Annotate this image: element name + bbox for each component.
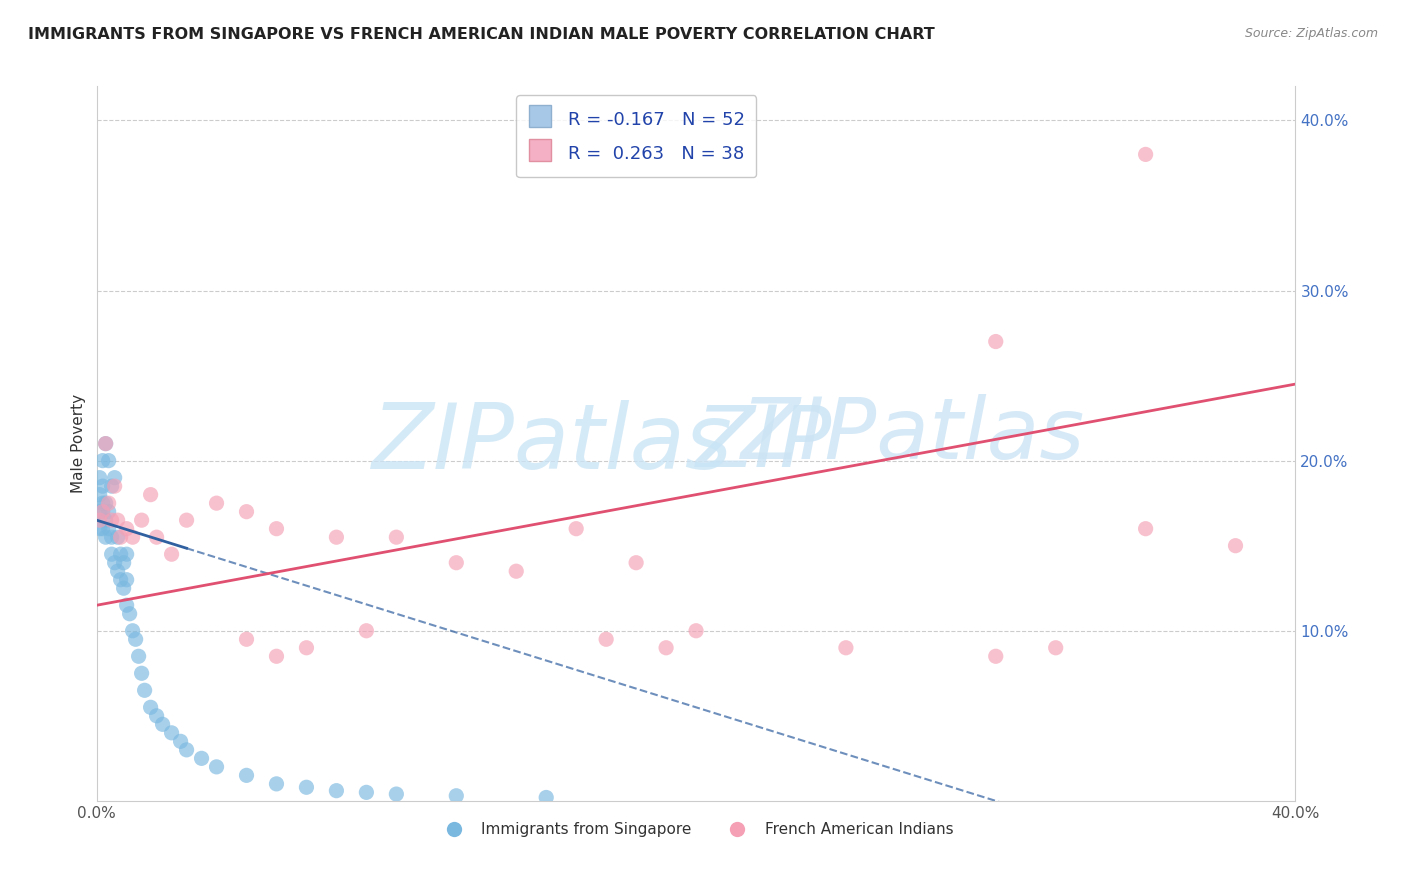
Point <box>295 640 318 655</box>
Point <box>176 513 198 527</box>
Point <box>134 683 156 698</box>
Point <box>97 496 120 510</box>
Point <box>94 530 117 544</box>
Point <box>94 436 117 450</box>
Point <box>124 632 146 647</box>
Point <box>139 700 162 714</box>
Point <box>115 547 138 561</box>
Point <box>91 496 114 510</box>
Legend: Immigrants from Singapore, French American Indians: Immigrants from Singapore, French Americ… <box>433 816 960 843</box>
Point <box>534 790 557 805</box>
Point <box>112 556 135 570</box>
Point <box>131 513 153 527</box>
Point <box>235 505 257 519</box>
Point <box>100 479 122 493</box>
Point <box>89 488 111 502</box>
Point <box>655 640 678 655</box>
Point <box>115 573 138 587</box>
Point <box>685 624 707 638</box>
Point <box>266 777 288 791</box>
Point <box>1135 522 1157 536</box>
Point <box>91 453 114 467</box>
Point <box>205 760 228 774</box>
Point <box>565 522 588 536</box>
Point <box>89 522 111 536</box>
Point <box>94 496 117 510</box>
Point <box>295 780 318 795</box>
Point <box>152 717 174 731</box>
Point <box>446 789 468 803</box>
Point <box>115 599 138 613</box>
Point <box>505 564 527 578</box>
Point <box>131 666 153 681</box>
Point <box>104 479 127 493</box>
Point <box>160 547 183 561</box>
Point <box>356 785 378 799</box>
Point <box>176 743 198 757</box>
Point <box>107 530 129 544</box>
Point <box>190 751 212 765</box>
Point <box>94 436 117 450</box>
Point <box>91 505 114 519</box>
Point <box>205 496 228 510</box>
Text: ZIPatlas: ZIPatlas <box>741 393 1085 476</box>
Point <box>112 581 135 595</box>
Point <box>89 505 111 519</box>
Text: IMMIGRANTS FROM SINGAPORE VS FRENCH AMERICAN INDIAN MALE POVERTY CORRELATION CHA: IMMIGRANTS FROM SINGAPORE VS FRENCH AMER… <box>28 27 935 42</box>
Point <box>100 547 122 561</box>
Point <box>160 726 183 740</box>
Point <box>385 530 408 544</box>
Point <box>121 624 143 638</box>
Point <box>97 453 120 467</box>
Point <box>325 530 347 544</box>
Point <box>91 522 114 536</box>
Point <box>446 556 468 570</box>
Point <box>91 505 114 519</box>
Point <box>1045 640 1067 655</box>
Point <box>984 649 1007 664</box>
Point <box>107 564 129 578</box>
Point <box>110 573 132 587</box>
Point <box>107 513 129 527</box>
Point <box>145 708 167 723</box>
Point <box>97 505 120 519</box>
Point <box>266 522 288 536</box>
Point <box>100 513 122 527</box>
Text: Source: ZipAtlas.com: Source: ZipAtlas.com <box>1244 27 1378 40</box>
Point <box>104 470 127 484</box>
Point <box>94 513 117 527</box>
Point <box>624 556 647 570</box>
Point <box>110 530 132 544</box>
Point <box>89 470 111 484</box>
Point <box>115 522 138 536</box>
Point <box>595 632 617 647</box>
Y-axis label: Male Poverty: Male Poverty <box>72 394 86 493</box>
Point <box>139 488 162 502</box>
Point <box>1135 147 1157 161</box>
Point <box>984 334 1007 349</box>
Text: ZIPatlas: ZIPatlas <box>371 400 733 488</box>
Point <box>145 530 167 544</box>
Point <box>128 649 150 664</box>
Point <box>235 768 257 782</box>
Point <box>1225 539 1247 553</box>
Point <box>385 787 408 801</box>
Point <box>97 522 120 536</box>
Point <box>169 734 191 748</box>
Point <box>91 479 114 493</box>
Point <box>835 640 858 655</box>
Point <box>110 547 132 561</box>
Point <box>100 530 122 544</box>
Point <box>118 607 141 621</box>
Point <box>235 632 257 647</box>
Point <box>266 649 288 664</box>
Text: ZIP: ZIP <box>696 402 832 485</box>
Point <box>121 530 143 544</box>
Point <box>325 783 347 797</box>
Point <box>104 556 127 570</box>
Point <box>356 624 378 638</box>
Point <box>89 513 111 527</box>
